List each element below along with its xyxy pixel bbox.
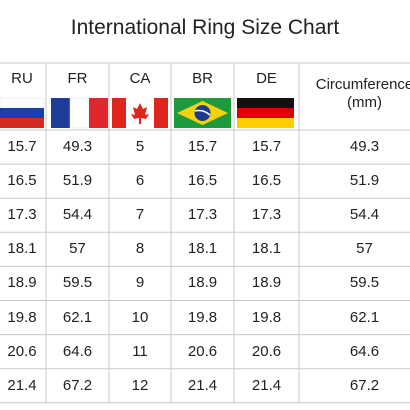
table-cell: 7 [135, 206, 145, 224]
column-header: DE [256, 70, 277, 87]
table-cell: 15.7 [187, 138, 218, 156]
table-cell: 54.4 [62, 206, 93, 224]
table-cell: 62.1 [62, 308, 93, 326]
table-cell: 8 [135, 240, 145, 258]
table-cell: 62.1 [349, 308, 380, 326]
table-cell: 19.8 [7, 308, 37, 326]
table-cell: 20.6 [251, 342, 282, 360]
table-cell: 57 [69, 240, 86, 258]
table-cell: 15.7 [7, 138, 37, 156]
table-cell: 6 [135, 172, 145, 190]
table-cell: 64.6 [349, 342, 380, 360]
table-cell: 59.5 [62, 274, 93, 292]
column-header: BR [192, 70, 213, 87]
column-header: FR [67, 70, 88, 87]
table-cell: 18.1 [251, 240, 282, 258]
table-cell: 15.7 [251, 138, 282, 156]
flag-de [237, 98, 294, 128]
flag-ca [112, 98, 168, 128]
table-cell: 18.1 [187, 240, 218, 258]
table-cell: 67.2 [62, 376, 93, 394]
table-cell: 21.4 [187, 376, 218, 394]
table-cell: 18.1 [7, 240, 37, 258]
table-cell: 67.2 [349, 376, 380, 394]
table-cell: 18.9 [251, 274, 282, 292]
flag-ru [0, 97, 45, 128]
column-header: RU [11, 70, 33, 87]
table-cell: 17.3 [251, 206, 282, 224]
table-cell: 17.3 [187, 206, 218, 224]
table-cell: 18.9 [7, 274, 37, 292]
table-cell: 11 [132, 342, 148, 360]
table-cell: 51.9 [349, 172, 380, 190]
table-cell: 21.4 [251, 376, 282, 394]
table-cell: 16.5 [7, 172, 37, 190]
table-cell: 17.3 [7, 206, 37, 224]
flag-br [174, 98, 231, 128]
table-cell: 57 [356, 240, 373, 258]
table-cell: 51.9 [62, 172, 93, 190]
table-cell: 16.5 [187, 172, 218, 190]
table-cell: 49.3 [62, 138, 93, 156]
table-cell: 20.6 [7, 342, 37, 360]
table-cell: 9 [135, 274, 145, 292]
flag-fr [51, 97, 108, 129]
table-cell: 49.3 [349, 138, 380, 156]
column-header: CA [129, 70, 151, 87]
table-cell: 10 [131, 308, 149, 326]
table-cell: 16.5 [251, 172, 282, 190]
table-cell: 20.6 [187, 342, 218, 360]
title: International Ring Size Chart [70, 16, 340, 39]
table-cell: 21.4 [7, 376, 37, 394]
column-header: Circumference (mm) [315, 75, 410, 111]
table-cell: 19.8 [187, 308, 218, 326]
table-cell: 12 [131, 376, 149, 394]
table-cell: 18.9 [187, 274, 218, 292]
table-cell: 5 [135, 138, 145, 156]
table-cell: 64.6 [62, 342, 93, 360]
table-cell: 19.8 [251, 308, 282, 326]
table-cell: 54.4 [349, 206, 380, 224]
table-cell: 59.5 [349, 274, 380, 292]
